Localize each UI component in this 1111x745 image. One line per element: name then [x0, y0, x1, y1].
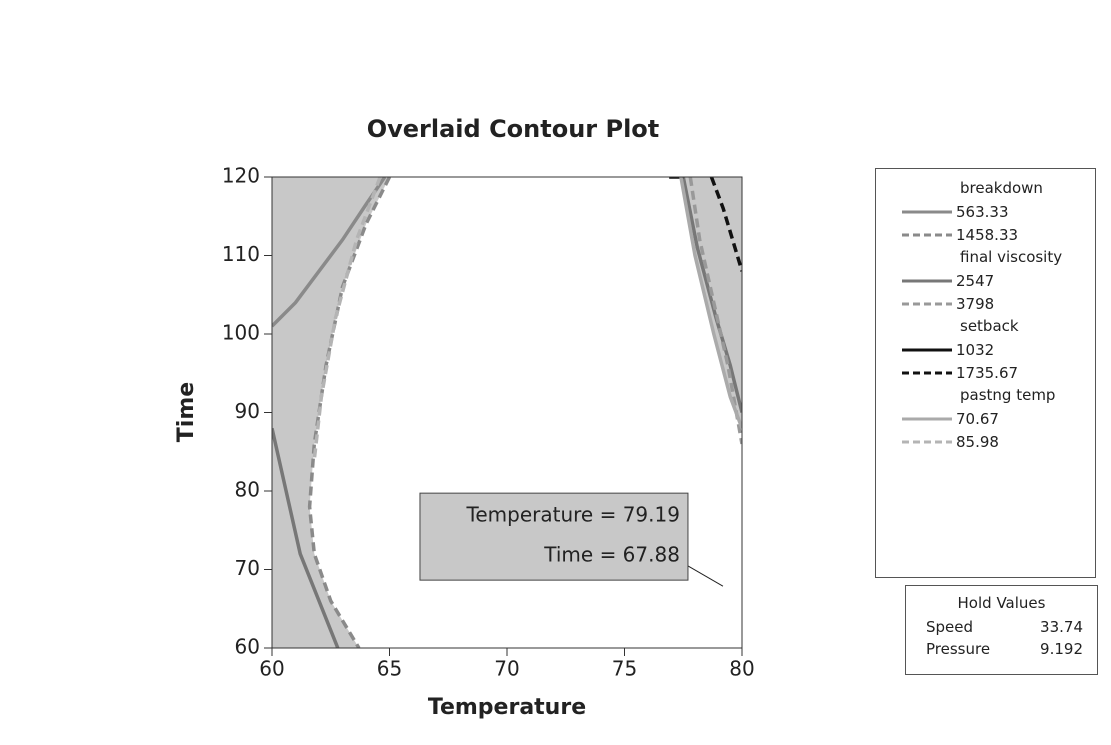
- plot-area: [272, 177, 742, 648]
- chart-title: Overlaid Contour Plot: [367, 115, 660, 143]
- legend-entry: 1032: [902, 338, 1089, 361]
- legend-label: 1458.33: [956, 225, 1019, 244]
- legend-label: 1735.67: [956, 363, 1019, 382]
- legend-entry: 1735.67: [902, 361, 1089, 384]
- legend-group-name: breakdown: [960, 179, 1043, 197]
- y-tick-label: 110: [222, 242, 260, 266]
- legend-swatch: [902, 279, 952, 282]
- legend-entry: 1458.33: [902, 223, 1089, 246]
- legend-swatch: [902, 417, 952, 420]
- legend-swatch: [902, 233, 952, 236]
- legend-label: 85.98: [956, 432, 999, 451]
- hold-title: Hold Values: [957, 594, 1046, 612]
- legend-group-name: final viscosity: [960, 248, 1063, 266]
- y-tick-label: 70: [235, 556, 260, 580]
- legend-swatch: [902, 348, 952, 351]
- chart: Overlaid Contour Plot Temperature Time 6…: [174, 115, 755, 720]
- legend-entry: 85.98: [902, 430, 1089, 453]
- y-tick-label: 100: [222, 321, 260, 345]
- legend-swatch: [902, 302, 952, 305]
- crosshair-pointer: [684, 563, 724, 587]
- y-tick-label: 120: [222, 164, 260, 188]
- x-tick-label: 80: [729, 657, 754, 681]
- legend-entry: 70.67: [902, 407, 1089, 430]
- legend-entry: 3798: [902, 292, 1089, 315]
- legend-label: 563.33: [956, 202, 1009, 221]
- legend: breakdown 563.33 1458.33 final viscosity 254…: [875, 168, 1096, 578]
- y-tick-label: 80: [235, 478, 260, 502]
- x-tick-label: 75: [612, 657, 637, 681]
- hold-value: 33.74: [1040, 618, 1083, 636]
- y-axis-label: Time: [174, 382, 199, 442]
- contour-line: [688, 177, 742, 445]
- legend-label: 2547: [956, 271, 995, 290]
- contour-line: [312, 177, 382, 460]
- legend-group-name: pastng temp: [960, 386, 1056, 404]
- contour-line: [679, 177, 742, 429]
- shaded-region: [272, 177, 390, 648]
- legend-group-name: setback: [960, 317, 1019, 335]
- hold-row: Pressure 9.192: [916, 638, 1087, 660]
- hold-row: Speed 33.74: [916, 616, 1087, 638]
- contour-line: [272, 177, 387, 328]
- crosshair-label: Time = 67.88: [543, 543, 680, 567]
- legend-swatch: [902, 440, 952, 443]
- legend-swatch: [902, 371, 952, 374]
- x-tick-label: 60: [259, 657, 284, 681]
- legend-entry: 563.33: [902, 200, 1089, 223]
- legend-label: 1032: [956, 340, 995, 359]
- y-tick-label: 60: [235, 635, 260, 659]
- hold-value: 9.192: [1040, 640, 1083, 658]
- legend-swatch: [902, 210, 952, 213]
- hold-values: Hold Values Speed 33.74 Pressure 9.192: [905, 585, 1098, 675]
- y-tick-label: 90: [235, 399, 260, 423]
- x-tick-label: 70: [494, 657, 519, 681]
- contour-line: [307, 177, 392, 648]
- crosshair-label: Temperature = 79.19: [466, 503, 680, 527]
- contour-line: [709, 177, 742, 272]
- hold-name: Speed: [926, 618, 974, 636]
- legend-label: 3798: [956, 294, 995, 313]
- x-axis-label: Temperature: [428, 695, 586, 720]
- crosshair-box: [419, 492, 689, 581]
- x-tick-label: 65: [377, 657, 402, 681]
- hold-name: Pressure: [926, 640, 991, 658]
- legend-label: 70.67: [956, 409, 999, 428]
- legend-entry: 2547: [902, 269, 1089, 292]
